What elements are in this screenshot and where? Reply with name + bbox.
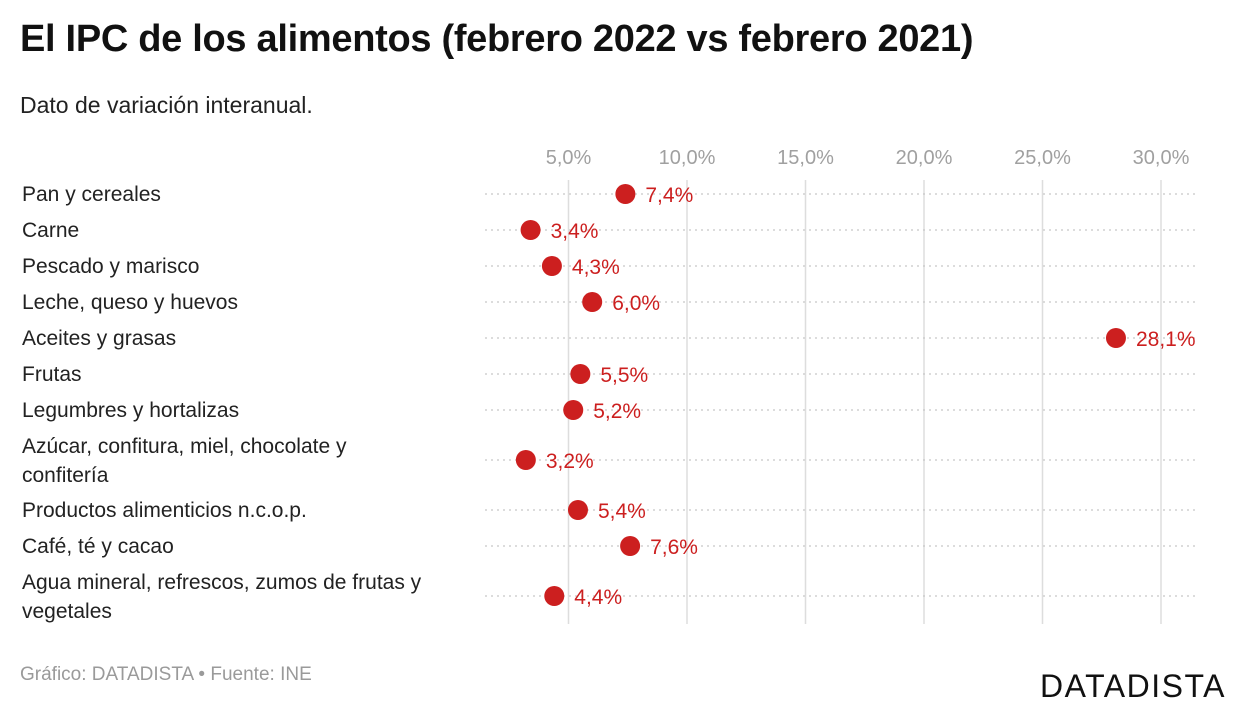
x-tick-label: 5,0% [546, 147, 592, 169]
category-label: Pescado y marisco [22, 255, 199, 278]
data-point [570, 364, 591, 384]
data-point [541, 256, 562, 276]
category-label: Carne [22, 219, 79, 242]
data-point [520, 220, 541, 240]
chart-subtitle: Dato de variación interanual. [20, 92, 313, 118]
category-label: Legumbres y hortalizas [22, 399, 239, 422]
category-label: Productos alimenticios n.c.o.p. [22, 499, 307, 522]
x-tick-label: 25,0% [1014, 147, 1071, 169]
data-label: 7,6% [650, 536, 698, 559]
category-label: Leche, queso y huevos [22, 291, 238, 314]
category-label: Frutas [22, 363, 82, 386]
data-point [544, 586, 565, 606]
data-label: 5,5% [600, 364, 648, 387]
category-label: Pan y cereales [22, 183, 161, 206]
data-label: 5,2% [593, 400, 641, 423]
chart-title: El IPC de los alimentos (febrero 2022 vs… [20, 18, 974, 60]
category-label: Aceites y grasas [22, 327, 176, 350]
data-label: 4,4% [574, 586, 622, 609]
dot-plot-chart: 5,0% 10,0% 15,0% 20,0% 25,0% 30,0% Pan y cerea… [22, 147, 1198, 624]
x-tick-label: 15,0% [777, 147, 834, 169]
x-tick-label: 30,0% [1133, 147, 1190, 169]
data-label: 28,1% [1136, 328, 1196, 351]
data-label: 7,4% [645, 184, 693, 207]
data-point [567, 500, 588, 520]
category-label: Café, té y cacao [22, 535, 174, 558]
data-label: 4,3% [572, 256, 620, 279]
data-point [620, 536, 641, 556]
x-tick-label: 20,0% [896, 147, 953, 169]
data-point [515, 450, 536, 470]
data-point [615, 184, 636, 204]
brand-logo: DATADISTA [1040, 668, 1226, 704]
x-tick-label: 10,0% [659, 147, 716, 169]
data-point [1105, 328, 1126, 348]
source-credit: Gráfico: DATADISTA • Fuente: INE [20, 664, 312, 685]
data-label: 6,0% [612, 292, 660, 315]
data-point [563, 400, 584, 420]
data-label: 5,4% [598, 500, 646, 523]
data-label: 3,2% [546, 450, 594, 473]
data-point [582, 292, 603, 312]
data-label: 3,4% [551, 220, 599, 243]
category-label: Agua mineral, refrescos, zumos de frutas… [22, 571, 422, 623]
category-label: Azúcar, confitura, miel, chocolate y conf… [22, 435, 347, 487]
